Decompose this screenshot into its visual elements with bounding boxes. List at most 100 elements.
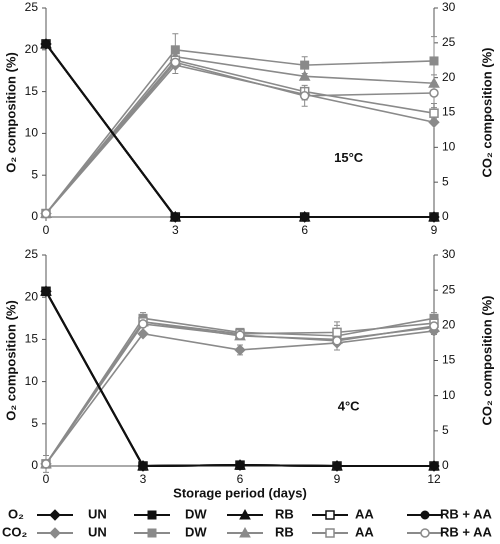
x-tick-label: 6	[301, 223, 308, 237]
marker	[41, 208, 51, 219]
marker	[429, 212, 439, 222]
marker	[41, 286, 51, 296]
y2-tick-label: 20	[442, 70, 456, 84]
marker	[235, 330, 245, 340]
marker	[170, 212, 180, 222]
legend-row-label: CO₂	[2, 524, 28, 539]
legend-label: AA	[355, 524, 374, 539]
y2-tick-label: 5	[442, 423, 449, 437]
y2-tick-label: 30	[442, 247, 456, 261]
legend-label: AA	[355, 506, 374, 521]
y-axis-label: O₂ composition (%)	[3, 300, 18, 421]
y2-tick-label: 20	[442, 318, 456, 332]
series-line	[45, 43, 434, 218]
marker	[170, 57, 181, 68]
marker	[332, 327, 342, 338]
legend-label: DW	[185, 506, 207, 521]
x-tick-label: 6	[237, 472, 244, 486]
marker	[41, 39, 51, 49]
x-tick-label: 0	[43, 223, 50, 237]
marker	[429, 461, 439, 471]
y2-tick-label: 0	[442, 458, 449, 472]
y-axis-label: O₂ composition (%)	[3, 52, 18, 173]
marker	[300, 60, 310, 70]
marker	[138, 319, 148, 329]
legend-label: UN	[88, 506, 107, 521]
y-tick-label: 10	[25, 126, 39, 140]
axes-frame	[45, 255, 435, 467]
marker	[429, 56, 439, 66]
marker	[429, 88, 439, 98]
x-tick-label: 9	[431, 223, 438, 237]
y2-tick-label: 30	[442, 0, 456, 14]
axes-frame	[45, 8, 435, 218]
annotation: 15°C	[334, 150, 364, 165]
y-tick-label: 20	[25, 42, 39, 56]
legend-marker	[420, 510, 430, 520]
legend-marker	[147, 528, 157, 538]
y-tick-label: 15	[25, 84, 39, 98]
legend-row-label: O₂	[8, 506, 24, 521]
series-line	[45, 59, 435, 215]
series-line	[45, 48, 435, 215]
marker	[299, 91, 310, 101]
y2-tick-label: 15	[442, 353, 456, 367]
y2-tick-label: 15	[442, 105, 456, 119]
marker	[235, 460, 245, 470]
marker	[298, 70, 311, 81]
marker	[429, 321, 439, 331]
series-line	[45, 43, 434, 218]
legend-label: RB	[275, 506, 294, 521]
series-line	[45, 43, 434, 218]
y-tick-label: 15	[25, 332, 39, 346]
x-tick-label: 3	[172, 223, 179, 237]
y2-axis-label: CO₂ composition (%)	[479, 296, 494, 426]
legend-marker	[420, 528, 430, 538]
marker	[428, 116, 440, 128]
y2-tick-label: 0	[442, 209, 449, 223]
legend-marker	[325, 528, 335, 538]
legend-label: RB	[275, 524, 294, 539]
y2-axis-label: CO₂ composition (%)	[479, 48, 494, 178]
y-tick-label: 0	[31, 458, 38, 472]
y-tick-label: 10	[25, 374, 39, 388]
x-tick-label: 0	[43, 472, 50, 486]
series-line	[45, 43, 434, 218]
y-tick-label: 25	[25, 0, 39, 14]
y-tick-label: 20	[25, 289, 39, 303]
marker	[332, 461, 342, 471]
annotation: 4°C	[338, 398, 360, 413]
x-axis-label: Storage period (days)	[173, 485, 307, 500]
legend-label: DW	[185, 524, 207, 539]
legend-label: RB + AA	[440, 524, 492, 539]
y2-tick-label: 25	[442, 35, 456, 49]
y-tick-label: 5	[31, 167, 38, 181]
marker	[332, 336, 342, 346]
marker	[300, 212, 310, 222]
series-line	[45, 320, 435, 465]
series-line	[45, 320, 435, 465]
x-tick-label: 3	[140, 472, 147, 486]
marker	[234, 344, 246, 356]
x-tick-label: 9	[334, 472, 341, 486]
marker	[429, 108, 439, 118]
legend-label: RB + AA	[440, 506, 492, 521]
legend-label: UN	[88, 524, 107, 539]
series-line	[45, 61, 435, 215]
series-line	[45, 43, 434, 218]
x-tick-label: 12	[427, 472, 441, 486]
legend-marker	[49, 527, 61, 539]
marker	[41, 459, 51, 469]
marker	[137, 328, 149, 340]
y-tick-label: 0	[31, 209, 38, 223]
legend-marker	[239, 526, 251, 538]
legend-marker	[147, 510, 157, 520]
y2-tick-label: 5	[442, 174, 449, 188]
legend-marker	[239, 508, 251, 520]
marker	[138, 461, 148, 471]
legend-marker	[325, 510, 335, 520]
y-tick-label: 5	[31, 416, 38, 430]
legend-marker	[49, 509, 61, 521]
y2-tick-label: 25	[442, 282, 456, 296]
